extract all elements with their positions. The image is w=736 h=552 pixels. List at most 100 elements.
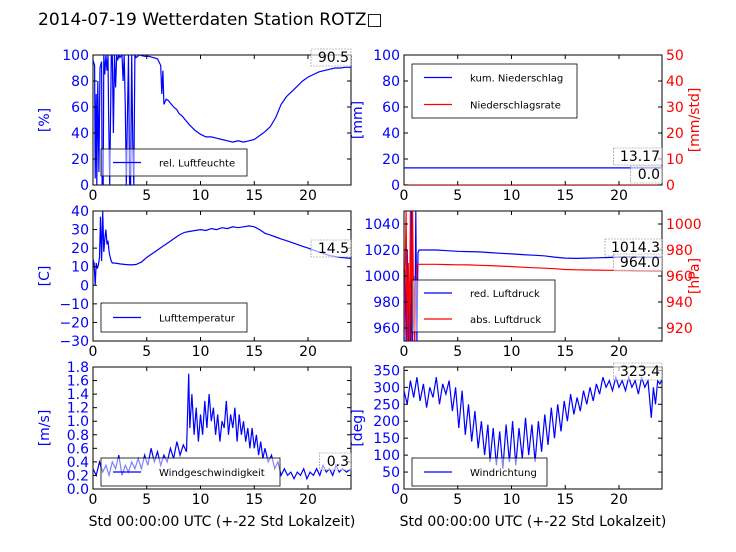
y-tick-label: 0 — [391, 482, 400, 498]
value-annotation: 0.0 — [638, 167, 660, 183]
y-tick-label: 60 — [382, 100, 400, 116]
y-axis-label: [m/s] — [37, 410, 53, 447]
y-tick-label: −20 — [59, 315, 89, 331]
y-axis-label: [deg] — [350, 409, 366, 446]
x-tick-label: 15 — [556, 188, 574, 204]
x-tick-label: 0 — [400, 492, 409, 508]
value-annotation: 13.17 — [620, 149, 660, 165]
y-tick-label: 0 — [80, 278, 89, 294]
x-tick-label: 10 — [503, 344, 521, 360]
y-tick-label: 40 — [71, 126, 89, 142]
x-tick-label: 5 — [142, 492, 151, 508]
legend-label: Lufttemperatur — [159, 314, 236, 325]
legend-label: Windgeschwindigkeit — [159, 468, 265, 479]
series-line — [93, 211, 351, 286]
y-tick-label: 30 — [71, 223, 89, 239]
legend-box — [411, 279, 556, 333]
series-group — [93, 55, 351, 185]
legend-label: red. Luftdruck — [470, 289, 540, 300]
y-right-tick-label: 30 — [666, 100, 684, 116]
y-tick-label: 60 — [71, 100, 89, 116]
y-tick-label: 960 — [373, 321, 400, 337]
x-tick-label: 5 — [142, 188, 151, 204]
x-tick-label: 0 — [89, 188, 98, 204]
y-axis-label: [%] — [37, 108, 53, 132]
value-annotation: 323.4 — [620, 364, 660, 380]
x-tick-label: 10 — [192, 188, 210, 204]
x-tick-label: 0 — [400, 188, 409, 204]
y-tick-label: 250 — [373, 397, 400, 413]
y-tick-label: 150 — [373, 431, 400, 447]
x-tick-label: 15 — [556, 492, 574, 508]
y-tick-label: 980 — [373, 295, 400, 311]
x-tick-label: 15 — [556, 344, 574, 360]
x-tick-label: 20 — [610, 492, 628, 508]
y-tick-label: 0.2 — [67, 468, 89, 484]
x-tick-label: 20 — [299, 344, 317, 360]
y-tick-label: 20 — [382, 152, 400, 168]
value-annotation-box — [310, 239, 352, 258]
legend-label: abs. Luftdruck — [470, 315, 541, 326]
x-tick-label: 20 — [299, 492, 317, 508]
y-tick-label: 0.4 — [67, 455, 89, 471]
y-tick-label: 350 — [373, 363, 400, 379]
y-tick-label: 20 — [71, 241, 89, 257]
y-tick-label: 40 — [382, 126, 400, 142]
y-tick-label: 0 — [80, 178, 89, 194]
x-axis-label: Std 00:00:00 UTC (+-22 Std Lokalzeit) — [400, 514, 667, 530]
x-axis-label: Std 00:00:00 UTC (+-22 Std Lokalzeit) — [89, 514, 356, 530]
x-tick-label: 5 — [453, 188, 462, 204]
x-tick-label: 10 — [503, 188, 521, 204]
y-right-tick-label: 920 — [666, 321, 693, 337]
value-annotation: 0.3 — [327, 454, 349, 470]
y-tick-label: 1000 — [364, 269, 400, 285]
y-tick-label: 1.0 — [67, 414, 89, 430]
value-annotation: 1014.3 — [611, 240, 660, 256]
series-line — [404, 211, 662, 341]
y-tick-label: 1020 — [364, 243, 400, 259]
series-group — [404, 167, 662, 185]
y-tick-label: 10 — [71, 260, 89, 276]
y-right-axis-label: [mm/std] — [687, 88, 703, 153]
y-tick-label: 50 — [382, 465, 400, 481]
y-tick-label: 80 — [382, 74, 400, 90]
y-axis-label: [C] — [37, 266, 53, 287]
y-tick-label: 0 — [391, 178, 400, 194]
y-tick-label: 1.4 — [67, 387, 89, 403]
series-group — [93, 211, 351, 286]
value-annotation: 964.0 — [620, 255, 660, 271]
y-tick-label: 300 — [373, 380, 400, 396]
y-tick-label: 0.8 — [67, 428, 89, 444]
y-tick-label: 100 — [62, 48, 89, 64]
y-tick-label: 1.6 — [67, 374, 89, 390]
x-tick-label: 0 — [89, 492, 98, 508]
y-tick-label: 1040 — [364, 217, 400, 233]
figure-title: 2014-07-19 Wetterdaten Station ROTZ□ — [38, 10, 383, 30]
value-annotation: 14.5 — [318, 241, 349, 257]
y-tick-label: 40 — [71, 204, 89, 220]
y-tick-label: 80 — [71, 74, 89, 90]
series-group — [404, 211, 662, 341]
y-tick-label: −30 — [59, 334, 89, 350]
y-tick-label: 20 — [71, 152, 89, 168]
value-annotation-box — [613, 362, 663, 381]
x-tick-label: 5 — [453, 344, 462, 360]
series-line — [93, 55, 351, 185]
x-tick-label: 5 — [142, 344, 151, 360]
value-annotation-box — [613, 253, 663, 272]
x-tick-label: 10 — [503, 492, 521, 508]
x-tick-label: 10 — [192, 344, 210, 360]
y-right-tick-label: 10 — [666, 152, 684, 168]
x-tick-label: 10 — [192, 492, 210, 508]
x-tick-label: 15 — [245, 492, 263, 508]
y-right-tick-label: 0 — [666, 178, 675, 194]
x-tick-label: 15 — [245, 344, 263, 360]
value-annotation-box — [630, 165, 663, 184]
value-annotation-box — [613, 147, 663, 166]
x-tick-label: 0 — [400, 344, 409, 360]
y-right-tick-label: 980 — [666, 243, 693, 259]
y-tick-label: 200 — [373, 414, 400, 430]
y-right-tick-label: 50 — [666, 48, 684, 64]
